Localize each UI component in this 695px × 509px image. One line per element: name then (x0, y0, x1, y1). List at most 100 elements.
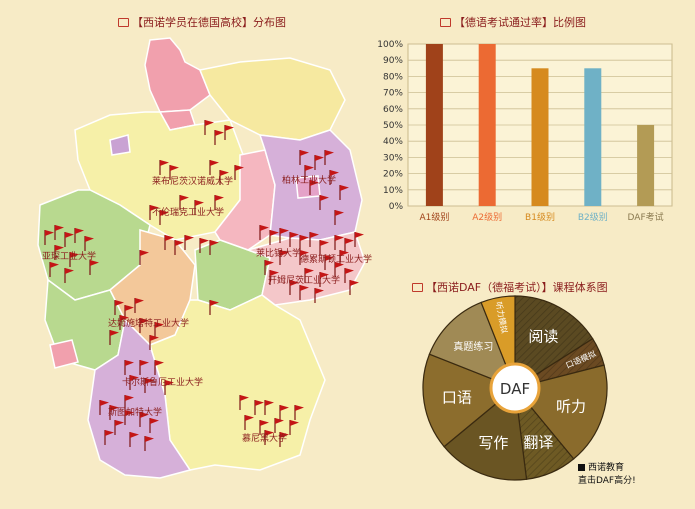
pie-slice-7 (428, 301, 517, 390)
flag-icon (289, 232, 299, 247)
bar-y-tick-label: 90% (383, 56, 403, 66)
pie-slice-label: 阅读 (528, 328, 558, 346)
flag-icon (319, 272, 329, 287)
bar-2 (478, 44, 496, 206)
flag-icon (64, 268, 74, 283)
flag-icon (299, 235, 309, 250)
bar-y-tick-label: 80% (383, 72, 403, 82)
flag-icon (54, 225, 64, 240)
pie-center (489, 362, 541, 414)
state-saarland (49, 339, 79, 369)
flag-icon (304, 165, 314, 180)
flag-icon (99, 400, 109, 415)
bar-x-label: A2级别 (472, 211, 502, 223)
tab-icon (440, 17, 451, 27)
flag-icon (139, 360, 149, 375)
flag-icon (139, 412, 149, 427)
flag-icon (74, 228, 84, 243)
flag-icon (214, 195, 224, 210)
flag-icon (124, 395, 134, 410)
flag-icon (254, 400, 264, 415)
flag-icon (159, 210, 169, 225)
flag-icon (219, 170, 229, 185)
flag-icon (314, 288, 324, 303)
pie-slice-label: 写作 (478, 434, 508, 452)
university-label: 亚琛工业大学 (42, 250, 96, 262)
flag-icon (279, 228, 289, 243)
bar-1 (425, 44, 443, 206)
flag-icon (124, 360, 134, 375)
bar-marks (425, 44, 655, 206)
university-label: 卡尔斯鲁厄工业大学 (122, 376, 203, 388)
bar-chart-title: 【德语考试通过率】比例图 (440, 14, 586, 30)
university-label: 柏林工业大学 (282, 174, 336, 186)
bar-x-label: B1级别 (525, 211, 555, 223)
flag-icon (119, 315, 129, 330)
pie-slice-hatch (515, 388, 574, 480)
germany-map: 莱布尼茨汉诺威大学 不伦瑞克工业大学 柏林工业大学 亚琛工业大学 莱比锡大学 德… (37, 37, 372, 479)
flag-icon (274, 418, 284, 433)
pie-slice-label: 真题练习 (453, 340, 493, 353)
tab-icon (412, 282, 423, 292)
state-baden-wuerttemberg (87, 318, 192, 479)
flag-icon (54, 245, 64, 260)
bar-y-tick-label: 60% (383, 105, 403, 115)
flag-icon (124, 410, 134, 425)
bar-y-tick-label: 0% (389, 202, 404, 212)
flag-icon (84, 236, 94, 251)
bar-y-ticks: 0% 10% 20% 30% 40% 50% 60% 70% 80% 90% 100% (377, 40, 403, 212)
flag-icon (289, 420, 299, 435)
flag-icon (144, 436, 154, 451)
flag-icon (299, 150, 309, 165)
map-title: 【西诺学员在德国高校】分布图 (118, 14, 286, 30)
flag-icon (279, 405, 289, 420)
map-title-text: 【西诺学员在德国高校】分布图 (132, 16, 286, 29)
flag-icon (234, 165, 244, 180)
state-bremen (109, 134, 131, 156)
university-label: 德累斯顿工业大学 (300, 253, 372, 265)
flag-icon (319, 240, 329, 255)
tab-icon (118, 17, 129, 27)
flag-icon (209, 160, 219, 175)
flag-icon (309, 180, 319, 195)
university-label: 不伦瑞克工业大学 (152, 206, 224, 218)
flag-icon (344, 238, 354, 253)
pie-center-label: DAF (500, 380, 530, 398)
flag-icon (334, 210, 344, 225)
flag-icon (324, 255, 334, 270)
flag-icon (279, 432, 289, 447)
flag-icon (199, 238, 209, 253)
state-schleswig-holstein (144, 37, 211, 113)
flag-icon (329, 170, 339, 185)
flag-icon (184, 235, 194, 250)
legend: 西诺教育 直击DAF高分! (578, 462, 636, 488)
flag-icon (69, 252, 79, 267)
bar-x-label: DAF考试 (628, 211, 664, 223)
flag-icon (314, 155, 324, 170)
flag-icon (64, 232, 74, 247)
bar-5 (637, 125, 655, 206)
flag-icon (209, 240, 219, 255)
university-label: 斯图加特大学 (108, 406, 162, 418)
flag-icon (154, 360, 164, 375)
flag-icon (139, 318, 149, 333)
bar-y-tick-label: 40% (383, 137, 403, 147)
flag-icon (269, 270, 279, 285)
flag-icon (324, 150, 334, 165)
pie-slice-label: 听力 (556, 397, 586, 415)
flag-icon (264, 430, 274, 445)
flag-icon (214, 130, 224, 145)
pass-rate-bar-chart: 0% 10% 20% 30% 40% 50% 60% 70% 80% 90% 100% A1级别 A2… (377, 40, 673, 223)
flag-icon (109, 330, 119, 345)
flag-icon (44, 230, 54, 245)
pie-slice-hatch (515, 296, 593, 388)
flag-icon (349, 280, 359, 295)
flag-icon (164, 235, 174, 250)
bar-x-labels: A1级别 A2级别 B1级别 B2级别 DAF考试 (419, 211, 663, 223)
flag-icon (154, 322, 164, 337)
flag-icon (139, 250, 149, 265)
flag-icon (344, 268, 354, 283)
flag-icon (334, 235, 344, 250)
flag-icon (289, 280, 299, 295)
